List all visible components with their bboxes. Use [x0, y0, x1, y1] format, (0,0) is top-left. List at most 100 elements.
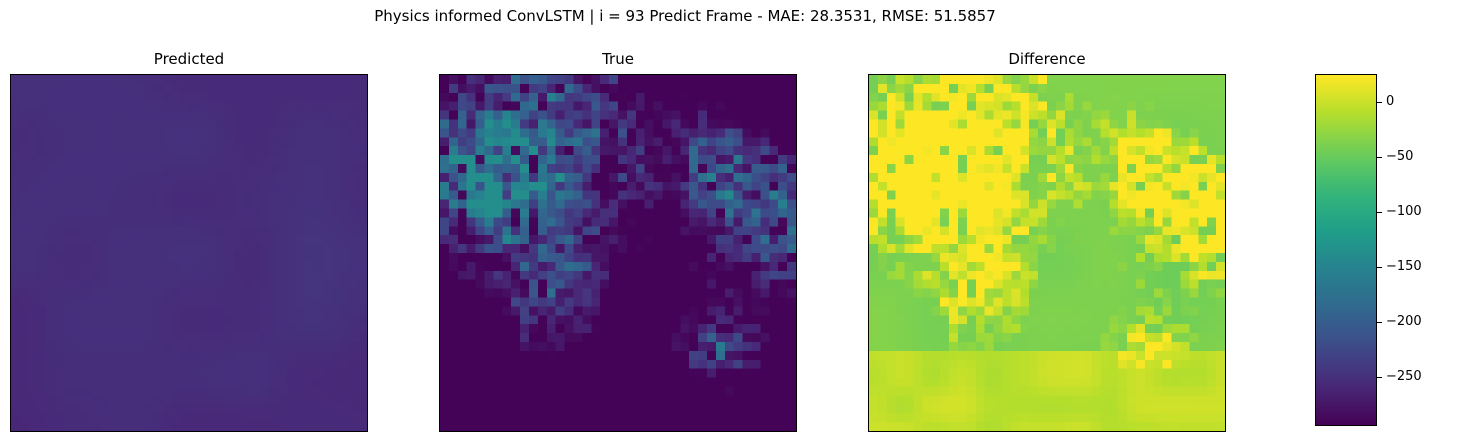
- predicted-cell: [117, 155, 127, 165]
- true-cell: [529, 244, 539, 254]
- true-cell: [662, 297, 672, 307]
- predicted-cell: [215, 235, 225, 245]
- true-cell: [582, 270, 592, 280]
- difference-cell: [1171, 333, 1181, 343]
- difference-cell: [1144, 217, 1154, 227]
- predicted-cell: [55, 297, 65, 307]
- predicted-cell: [278, 333, 288, 343]
- predicted-cell: [180, 395, 190, 405]
- true-cell: [609, 226, 619, 236]
- predicted-cell: [251, 83, 261, 93]
- predicted-cell: [180, 333, 190, 343]
- true-cell: [511, 164, 521, 174]
- difference-cell: [1216, 395, 1225, 405]
- predicted-cell: [55, 92, 65, 102]
- predicted-cell: [233, 75, 243, 85]
- predicted-cell: [73, 368, 83, 378]
- predicted-cell: [331, 395, 341, 405]
- difference-cell: [1002, 253, 1012, 263]
- true-cell: [733, 101, 743, 111]
- difference-cell: [984, 359, 994, 369]
- difference-cell: [958, 368, 968, 378]
- true-cell: [618, 199, 628, 209]
- difference-cell: [869, 253, 879, 263]
- predicted-cell: [322, 172, 332, 182]
- true-cell: [457, 386, 467, 396]
- predicted-cell: [322, 137, 332, 147]
- predicted-cell: [242, 199, 252, 209]
- predicted-cell: [358, 386, 367, 396]
- difference-cell: [1216, 146, 1225, 156]
- true-cell: [787, 199, 796, 209]
- difference-cell: [1136, 342, 1146, 352]
- predicted-cell: [28, 270, 38, 280]
- predicted-cell: [269, 386, 279, 396]
- predicted-cell: [144, 83, 154, 93]
- predicted-cell: [153, 190, 163, 200]
- difference-cell: [993, 413, 1003, 423]
- predicted-cell: [100, 350, 110, 360]
- predicted-cell: [108, 244, 118, 254]
- true-cell: [626, 217, 636, 227]
- true-cell: [546, 217, 556, 227]
- difference-cell: [1198, 244, 1208, 254]
- predicted-cell: [11, 181, 21, 191]
- true-cell: [742, 395, 752, 405]
- predicted-cell: [19, 324, 29, 334]
- predicted-cell: [251, 350, 261, 360]
- difference-cell: [1127, 217, 1137, 227]
- predicted-cell: [224, 181, 234, 191]
- predicted-cell: [82, 422, 92, 431]
- true-cell: [626, 368, 636, 378]
- difference-cell: [895, 368, 905, 378]
- true-cell: [466, 217, 476, 227]
- true-cell: [662, 226, 672, 236]
- true-cell: [520, 395, 530, 405]
- difference-cell: [1189, 422, 1199, 431]
- true-cell: [600, 244, 610, 254]
- true-cell: [733, 395, 743, 405]
- predicted-cell: [269, 75, 279, 85]
- difference-cell: [984, 306, 994, 316]
- true-cell: [555, 226, 565, 236]
- true-cell: [653, 244, 663, 254]
- predicted-cell: [286, 350, 296, 360]
- true-cell: [493, 350, 503, 360]
- predicted-cell: [313, 199, 323, 209]
- true-cell: [511, 270, 521, 280]
- true-cell: [600, 128, 610, 138]
- true-cell: [600, 288, 610, 298]
- true-cell: [520, 404, 530, 414]
- difference-cell: [1073, 208, 1083, 218]
- true-cell: [448, 288, 458, 298]
- true-cell: [529, 297, 539, 307]
- true-cell: [644, 75, 654, 85]
- difference-cell: [1047, 172, 1057, 182]
- true-cell: [644, 92, 654, 102]
- predicted-cell: [46, 217, 56, 227]
- true-cell: [724, 377, 734, 387]
- difference-cell: [1198, 190, 1208, 200]
- difference-cell: [1136, 190, 1146, 200]
- difference-cell: [1136, 253, 1146, 263]
- true-cell: [618, 181, 628, 191]
- difference-cell: [886, 377, 896, 387]
- difference-cell: [904, 395, 914, 405]
- true-cell: [778, 235, 788, 245]
- difference-cell: [940, 279, 950, 289]
- predicted-cell: [91, 155, 101, 165]
- difference-cell: [931, 395, 941, 405]
- true-cell: [609, 92, 619, 102]
- true-cell: [671, 101, 681, 111]
- difference-cell: [1144, 395, 1154, 405]
- true-cell: [689, 395, 699, 405]
- difference-cell: [958, 422, 968, 431]
- true-cell: [769, 342, 779, 352]
- difference-cell: [913, 279, 923, 289]
- true-cell: [680, 359, 690, 369]
- predicted-cell: [224, 172, 234, 182]
- difference-cell: [1020, 137, 1030, 147]
- predicted-cell: [28, 164, 38, 174]
- difference-cell: [958, 190, 968, 200]
- true-cell: [715, 279, 725, 289]
